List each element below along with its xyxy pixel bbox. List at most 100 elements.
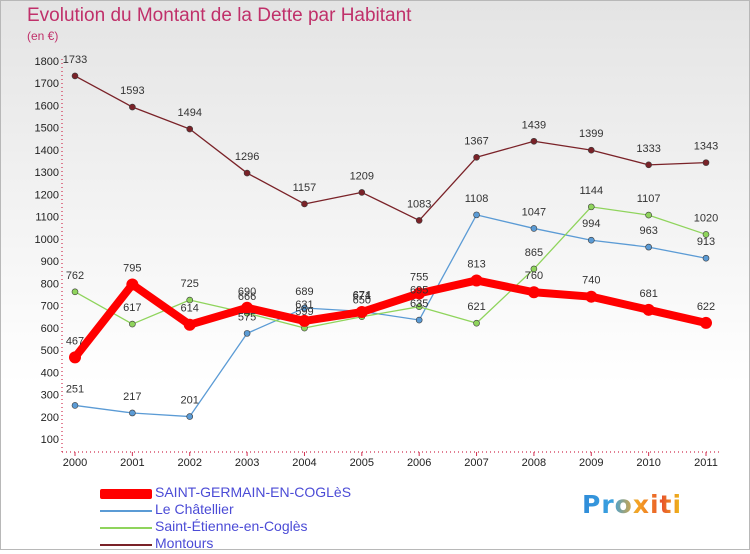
series-1 bbox=[71, 211, 710, 420]
data-point bbox=[71, 288, 79, 296]
x-tick-label: 2000 bbox=[63, 457, 87, 469]
y-tick-label: 1200 bbox=[35, 189, 59, 201]
data-point bbox=[71, 402, 79, 409]
data-point bbox=[527, 286, 540, 299]
data-label: 614 bbox=[181, 303, 199, 315]
data-point bbox=[470, 274, 483, 287]
data-label: 963 bbox=[639, 225, 657, 237]
data-point bbox=[530, 225, 538, 232]
data-label: 1047 bbox=[522, 206, 546, 218]
y-tick-label: 800 bbox=[41, 278, 59, 290]
data-label: 690 bbox=[238, 286, 256, 298]
y-tick-label: 600 bbox=[41, 323, 59, 335]
series-line bbox=[74, 75, 707, 222]
data-point bbox=[585, 290, 598, 303]
y-tick-label: 300 bbox=[41, 390, 59, 402]
data-label: 251 bbox=[66, 383, 84, 395]
data-point bbox=[415, 303, 423, 311]
data-point bbox=[186, 296, 194, 304]
data-label: 617 bbox=[123, 302, 141, 314]
series-line bbox=[74, 214, 707, 418]
data-label: 635 bbox=[410, 298, 428, 310]
legend-swatch bbox=[100, 489, 152, 499]
data-point bbox=[298, 314, 311, 327]
data-label: 1107 bbox=[637, 193, 661, 205]
legend-label: Montours bbox=[155, 535, 214, 551]
data-label: 695 bbox=[410, 285, 428, 297]
data-label: 201 bbox=[181, 395, 199, 407]
data-point bbox=[473, 153, 480, 161]
data-label: 1333 bbox=[636, 143, 660, 155]
data-label: 575 bbox=[238, 311, 256, 323]
axes: 100 200 300 400 500 600 700 800 900 1000 1100 1200 1… bbox=[35, 56, 722, 469]
y-tick-label: 1600 bbox=[35, 100, 59, 112]
data-point bbox=[243, 330, 251, 337]
x-tick-label: 2009 bbox=[579, 457, 603, 469]
data-point bbox=[415, 217, 423, 224]
x-tick-label: 2003 bbox=[235, 457, 259, 469]
data-point bbox=[642, 303, 655, 316]
data-label: 795 bbox=[123, 262, 141, 274]
y-tick-label: 1000 bbox=[35, 234, 59, 246]
series-2 bbox=[71, 203, 710, 332]
data-label: 674 bbox=[353, 289, 371, 301]
data-point bbox=[530, 265, 538, 273]
x-tick-label: 2010 bbox=[636, 457, 660, 469]
data-label: 1157 bbox=[293, 182, 317, 194]
x-tick-label: 2002 bbox=[177, 457, 201, 469]
data-label: 631 bbox=[295, 299, 313, 311]
legend-swatch bbox=[100, 510, 152, 512]
data-label: 1494 bbox=[177, 107, 201, 119]
data-point bbox=[702, 159, 710, 166]
value-labels-layer: 1733 1593 1494 1296 1157 1209 1083 1367 1439 1399… bbox=[63, 54, 718, 407]
data-point bbox=[129, 409, 136, 417]
data-point bbox=[183, 318, 196, 331]
data-point bbox=[301, 200, 308, 208]
data-point bbox=[702, 231, 710, 238]
data-point bbox=[645, 211, 652, 219]
data-point bbox=[129, 103, 136, 111]
data-label: 1296 bbox=[235, 151, 259, 163]
data-point bbox=[129, 320, 136, 328]
series-3 bbox=[69, 274, 712, 364]
data-point bbox=[700, 316, 712, 329]
series-0 bbox=[71, 72, 710, 224]
y-tick-label: 500 bbox=[41, 345, 59, 357]
data-point bbox=[241, 301, 254, 314]
data-label: 681 bbox=[639, 288, 657, 300]
data-point bbox=[301, 304, 308, 312]
x-tick-label: 2011 bbox=[694, 457, 718, 469]
y-tick-label: 1300 bbox=[35, 167, 59, 179]
data-label: 650 bbox=[353, 295, 371, 307]
data-point bbox=[69, 351, 81, 364]
data-label: 689 bbox=[295, 286, 313, 298]
data-point bbox=[473, 211, 480, 219]
legend-label: Saint-Étienne-en-Coglès bbox=[155, 518, 308, 534]
series-line bbox=[74, 206, 707, 329]
data-label: 755 bbox=[410, 271, 428, 283]
data-label: 813 bbox=[467, 258, 485, 270]
data-point bbox=[186, 125, 194, 133]
data-label: 740 bbox=[582, 275, 600, 287]
data-label: 1209 bbox=[350, 170, 374, 182]
legend-swatch bbox=[100, 544, 152, 546]
x-tick-label: 2008 bbox=[522, 457, 546, 469]
data-label: 599 bbox=[295, 306, 313, 318]
data-label: 666 bbox=[238, 291, 256, 303]
y-tick-label: 700 bbox=[41, 301, 59, 313]
y-tick-label: 1100 bbox=[35, 212, 59, 224]
legend-label: SAINT-GERMAIN-EN-COGLèS bbox=[155, 484, 352, 500]
data-label: 865 bbox=[525, 247, 543, 259]
data-label: 1399 bbox=[579, 128, 603, 140]
data-label: 621 bbox=[467, 301, 485, 313]
data-label: 1083 bbox=[407, 198, 431, 210]
y-tick-label: 1400 bbox=[35, 145, 59, 157]
data-label: 1439 bbox=[522, 119, 546, 131]
data-label: 1733 bbox=[63, 54, 87, 66]
data-point bbox=[413, 287, 426, 300]
y-tick-label: 1500 bbox=[35, 123, 59, 135]
x-tick-label: 2006 bbox=[407, 457, 431, 469]
x-tick-label: 2004 bbox=[292, 457, 316, 469]
